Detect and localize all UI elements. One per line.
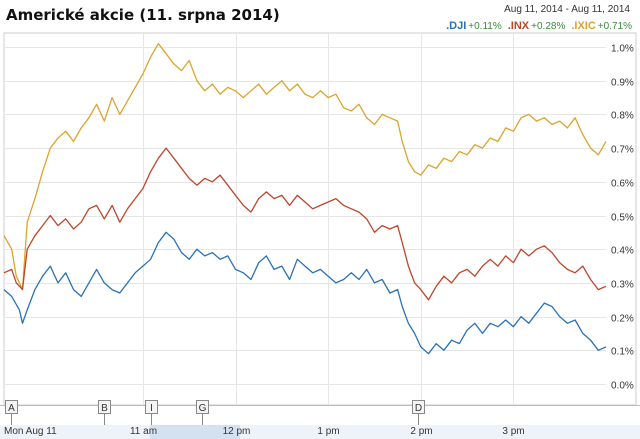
y-tick-label: 0.6% (611, 179, 634, 190)
range-end: Aug 11, 2014 (571, 4, 630, 15)
series-line-dji (3, 231, 607, 355)
event-marker-label: I (150, 403, 153, 414)
y-tick-label: 0.5% (611, 213, 634, 224)
legend-series-name: .INX (507, 20, 530, 32)
event-marker-label: G (199, 403, 207, 414)
y-tick-label: 1.0% (611, 44, 634, 55)
y-tick-label: 0.0% (611, 381, 634, 392)
x-tick-label: 11 am (130, 426, 157, 437)
range-start: Aug 11, 2014 (504, 4, 563, 15)
event-marker-box (196, 400, 209, 414)
event-marker-box (5, 400, 18, 414)
legend-series-name: .IXIC (571, 20, 596, 32)
plot-frame (3, 32, 637, 406)
event-marker-label: A (8, 403, 15, 414)
y-tick-label: 0.3% (611, 280, 634, 291)
legend: .DJI +0.11% .INX +0.28% .IXIC +0.71% (446, 20, 632, 32)
event-marker-label: D (415, 403, 422, 414)
time-axis-highlight (150, 425, 240, 439)
legend-series-change: +0.28% (531, 21, 566, 32)
event-marker-box (412, 400, 425, 414)
chart-title: Americké akcie (11. srpna 2014) (6, 6, 280, 24)
legend-item[interactable]: .INX +0.28% (508, 20, 566, 32)
series-line-inx (3, 147, 607, 301)
legend-series-name: .DJI (446, 20, 467, 32)
y-tick-label: 0.2% (611, 314, 634, 325)
y-tick-label: 0.4% (611, 246, 634, 257)
legend-series-change: +0.11% (468, 21, 502, 32)
legend-item[interactable]: .DJI +0.11% (446, 20, 502, 32)
x-tick-label: 2 pm (410, 426, 432, 437)
range-separator: - (565, 4, 569, 15)
x-tick-label: 1 pm (317, 426, 339, 437)
x-tick-label: 12 pm (223, 426, 251, 437)
x-tick-label: 3 pm (502, 426, 524, 437)
date-range: Aug 11, 2014 - Aug 11, 2014 (504, 4, 630, 15)
event-marker-box (145, 400, 158, 414)
event-marker-label: B (101, 403, 108, 414)
y-tick-label: 0.7% (611, 145, 634, 156)
y-tick-label: 0.9% (611, 78, 634, 89)
legend-series-change: +0.71% (597, 21, 632, 32)
y-tick-label: 0.1% (611, 347, 634, 358)
y-tick-label: 0.8% (611, 111, 634, 122)
x-tick-label: Mon Aug 11 (4, 426, 57, 437)
legend-item[interactable]: .IXIC +0.71% (571, 20, 632, 32)
series-line-ixic (3, 42, 607, 291)
event-marker-box (98, 400, 111, 414)
